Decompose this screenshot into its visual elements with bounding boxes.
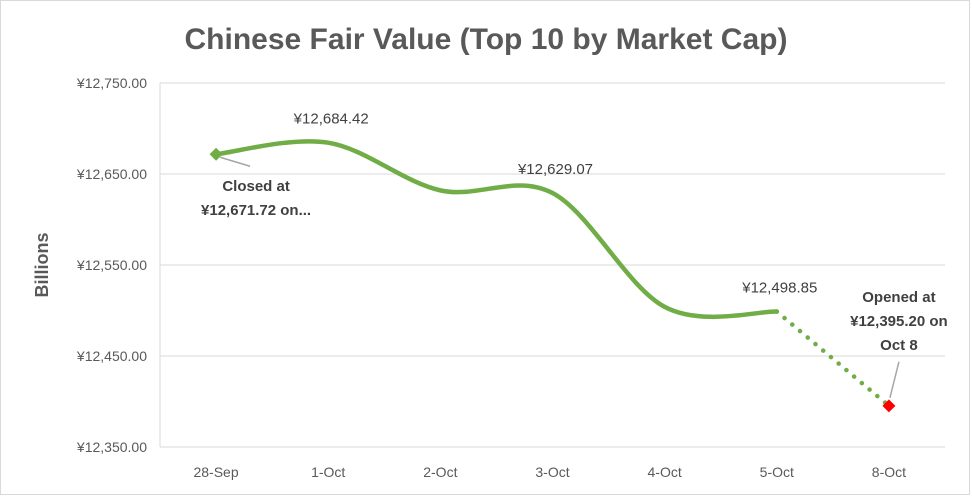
chart-title: Chinese Fair Value (Top 10 by Market Cap… xyxy=(185,23,788,56)
data-label: ¥12,684.42 xyxy=(293,111,369,128)
annotation-text: Oct 8 xyxy=(880,337,918,354)
data-labels: ¥12,684.42 ¥12,629.07 ¥12,498.85 Closed at ¥… xyxy=(201,111,948,413)
annotation-leader xyxy=(889,361,900,399)
y-axis-label: Billions xyxy=(32,232,52,297)
x-tick-label: 4-Oct xyxy=(648,464,682,480)
axis-ticks: ¥12,350.00 ¥12,450.00 ¥12,550.00 ¥12,650.00… xyxy=(76,75,906,480)
y-tick-label: ¥12,750.00 xyxy=(76,75,147,91)
x-tick-label: 28-Sep xyxy=(193,464,238,480)
data-label: ¥12,498.85 xyxy=(741,280,817,297)
annotation-text: ¥12,395.20 on xyxy=(850,313,948,330)
annotation-text: ¥12,671.72 on... xyxy=(201,202,311,219)
y-tick-label: ¥12,350.00 xyxy=(76,439,147,455)
gridlines xyxy=(159,82,945,448)
series-line-projected xyxy=(774,309,892,409)
x-tick-label: 1-Oct xyxy=(311,464,345,480)
series-lines xyxy=(213,139,892,409)
y-tick-label: ¥12,650.00 xyxy=(76,166,147,182)
x-tick-label: 5-Oct xyxy=(760,464,794,480)
data-label: ¥12,629.07 xyxy=(517,161,593,178)
y-tick-label: ¥12,550.00 xyxy=(76,257,147,273)
annotation-leader xyxy=(219,156,251,167)
x-tick-label: 3-Oct xyxy=(535,464,569,480)
data-marker xyxy=(209,147,223,161)
series-line-actual xyxy=(213,139,780,320)
annotation-text: Closed at xyxy=(222,178,290,195)
y-tick-label: ¥12,450.00 xyxy=(76,348,147,364)
annotation-text: Opened at xyxy=(862,289,935,306)
data-marker xyxy=(882,399,896,413)
x-tick-label: 8-Oct xyxy=(872,464,906,480)
x-tick-label: 2-Oct xyxy=(423,464,457,480)
